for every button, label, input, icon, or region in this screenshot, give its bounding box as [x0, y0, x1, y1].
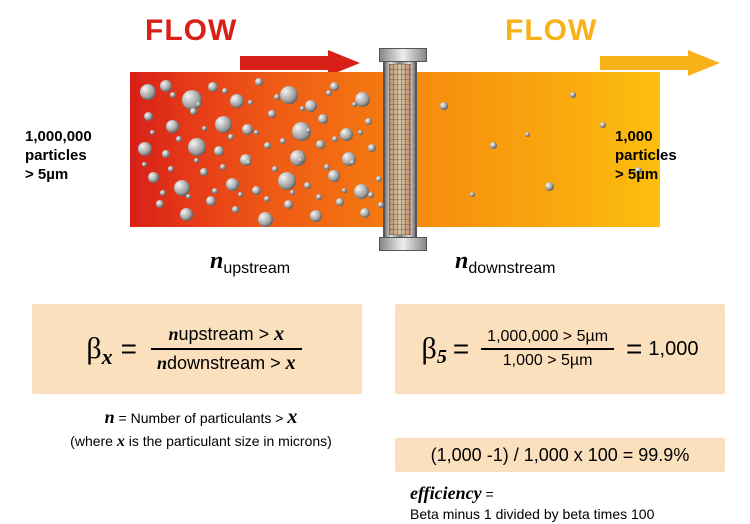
downstream-count-label: 1,000 particles > 5µm — [615, 128, 677, 184]
n-downstream-label: ndownstream — [455, 248, 556, 275]
upstream-count-label: 1,000,000 particles > 5µm — [25, 128, 92, 184]
efficiency-calc-box: (1,000 -1) / 1,000 x 100 = 99.9% — [395, 438, 725, 472]
n-upstream-label: nupstream — [210, 248, 290, 275]
formula-general-caption: n = Number of particulants > x (where x … — [36, 404, 366, 453]
flow-label-downstream: FLOW — [505, 14, 597, 48]
efficiency-caption: efficiency = Beta minus 1 divided by bet… — [410, 482, 720, 524]
formula-example-box: β5 = 1,000,000 > 5µm 1,000 > 5µm = 1,000 — [395, 304, 725, 394]
formula-general-box: βx = nupstream > x ndownstream > x — [32, 304, 362, 394]
filter-element — [383, 60, 417, 239]
beta-ratio-infographic: FLOW FLOW 1,000,000 particles > 5µm 1,00… — [0, 0, 750, 521]
pipe-upstream — [130, 72, 390, 227]
flow-label-upstream: FLOW — [145, 14, 237, 48]
pipe — [130, 72, 660, 227]
